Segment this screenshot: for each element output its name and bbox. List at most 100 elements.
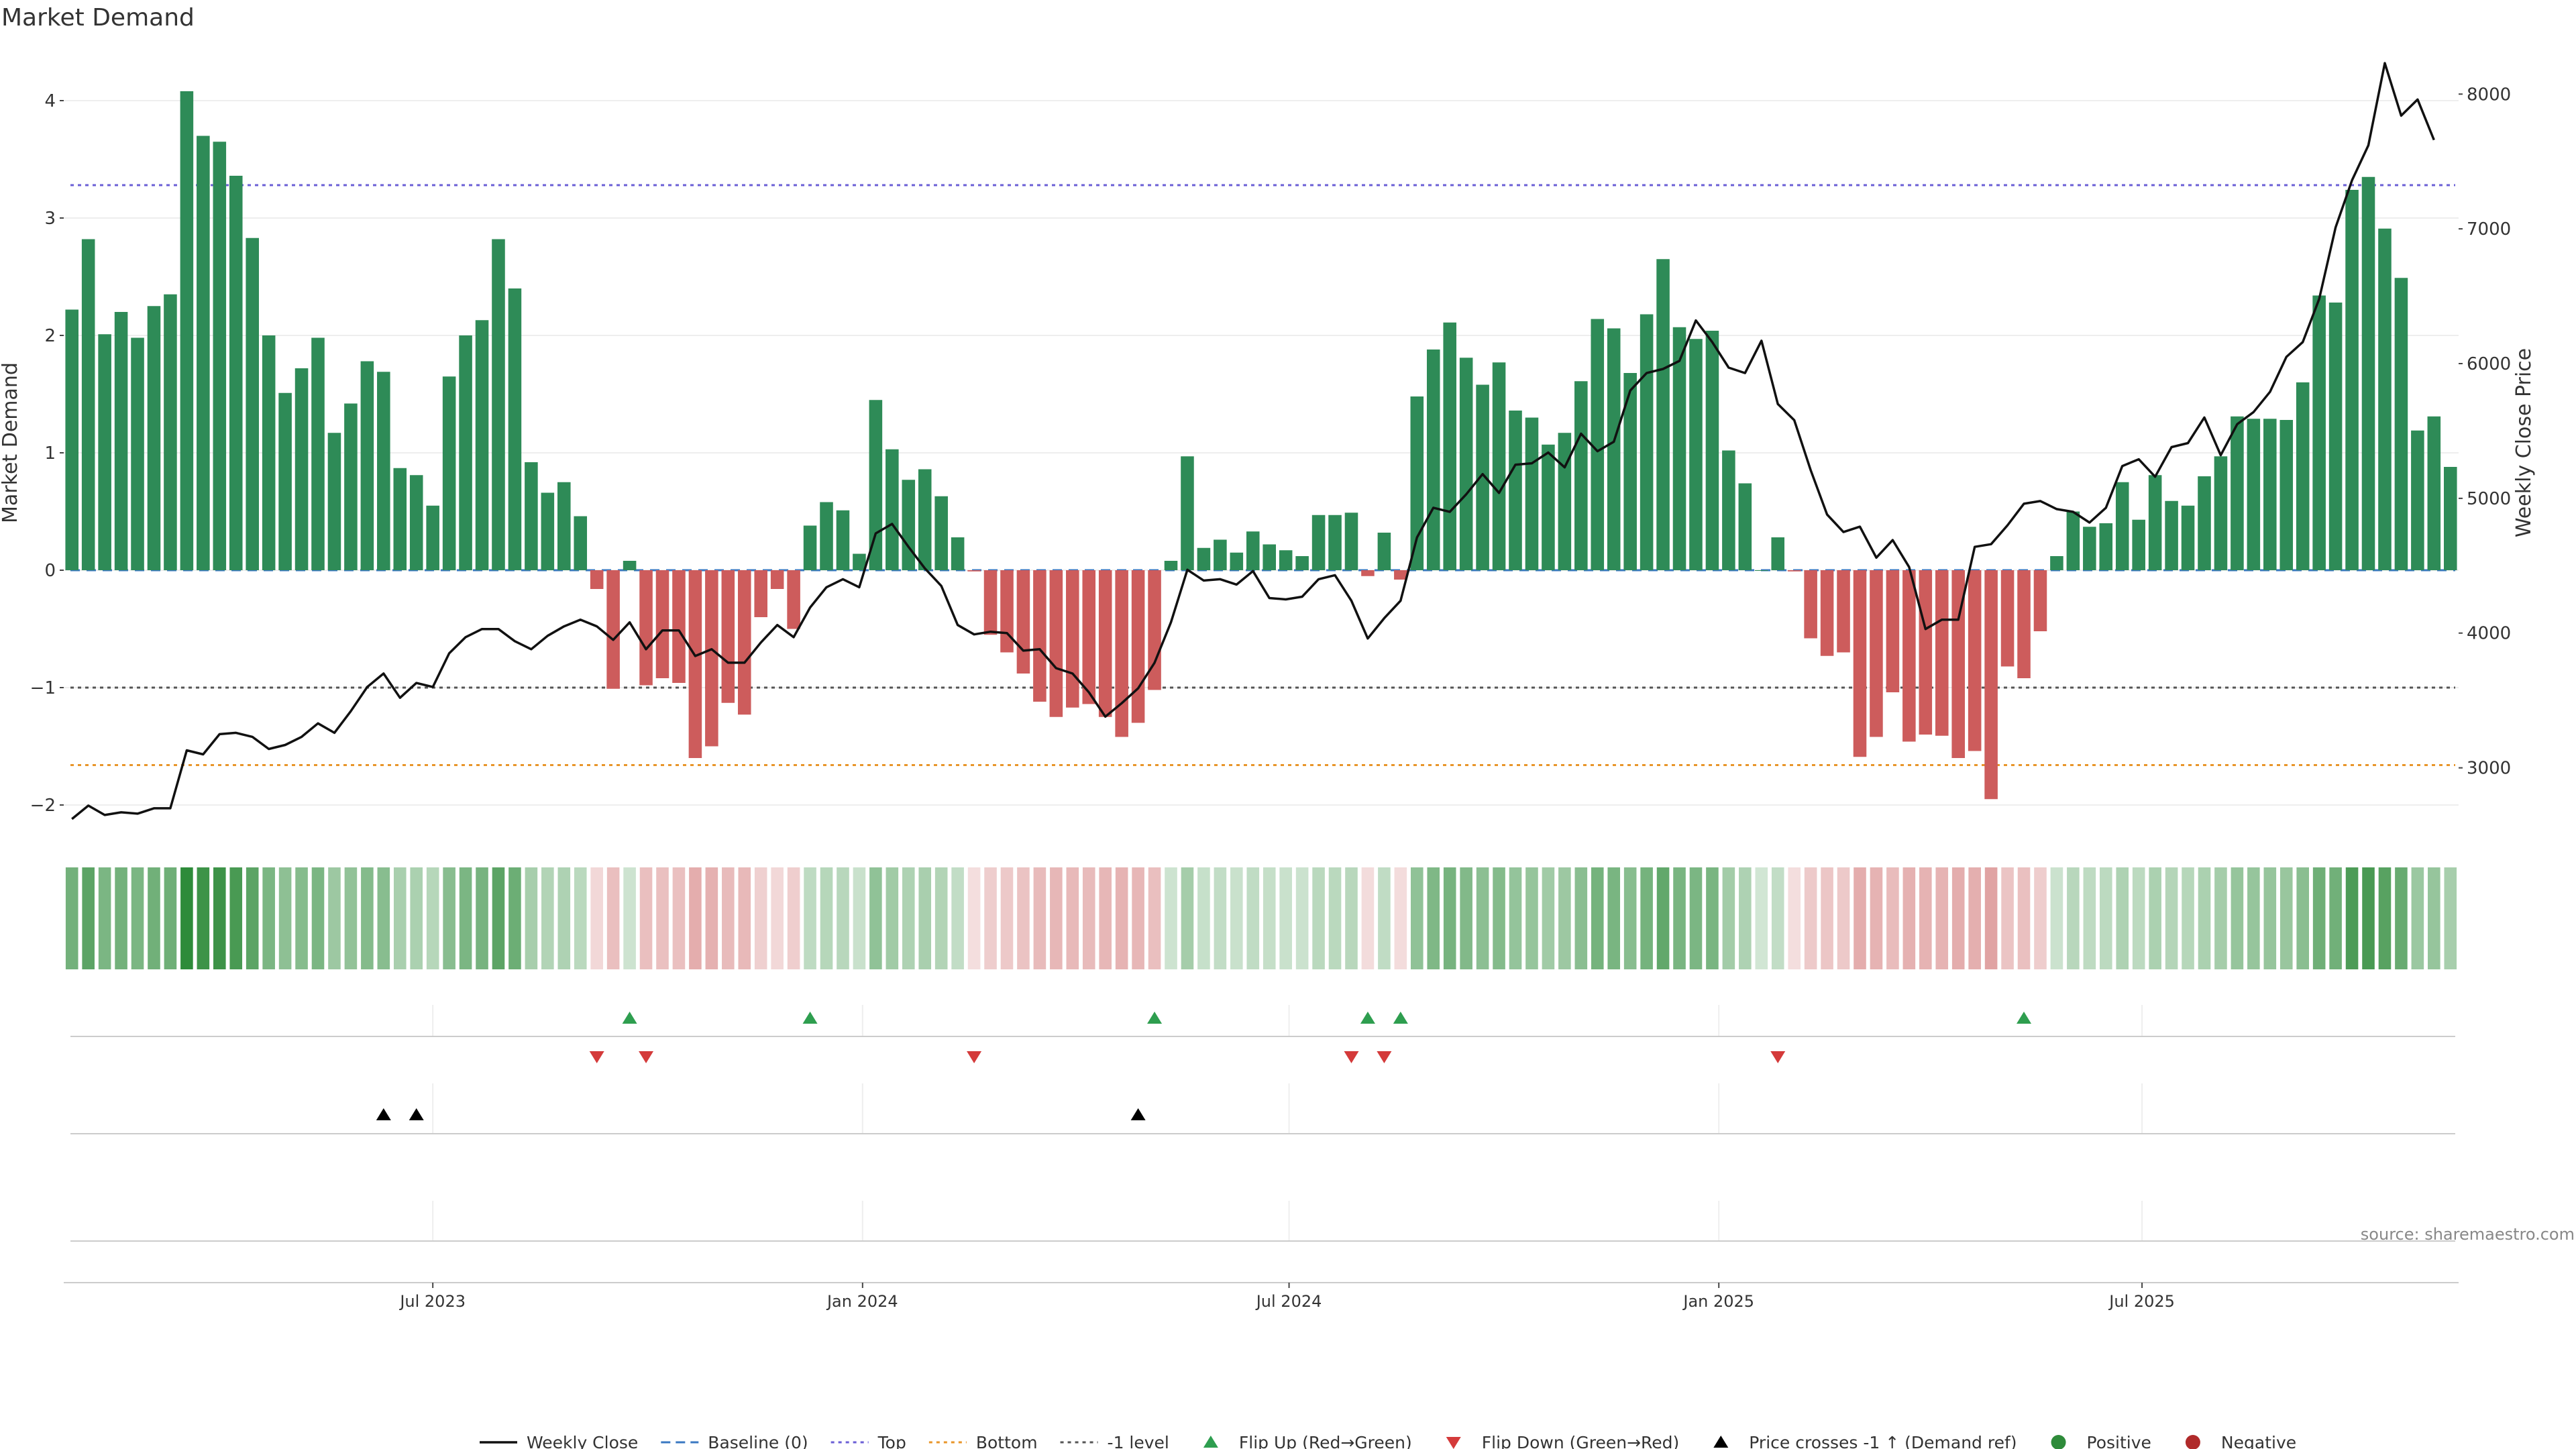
demand-bar <box>278 392 292 570</box>
x-tick-label: Jan 2025 <box>1682 1292 1754 1311</box>
heat-strip-cell <box>1312 867 1325 969</box>
legend-label: -1 level <box>1108 1433 1169 1449</box>
demand-bar <box>1295 556 1309 570</box>
heat-strip-cell <box>2279 867 2293 969</box>
heat-strip-cell <box>1673 867 1686 969</box>
right-y-axis: 3000 4000 5000 6000 7000 8000 <box>2459 85 2511 779</box>
legend-item: Price crosses -1 ↑ (Demand ref) <box>1713 1433 2017 1449</box>
legend-swatch <box>1446 1437 1461 1449</box>
heat-strip-cell <box>1623 867 1637 969</box>
heat-strip-cell <box>820 867 833 969</box>
demand-bar <box>1951 570 1965 758</box>
heat-strip-cell <box>689 867 702 969</box>
heat-strip-cell <box>1542 867 1555 969</box>
heat-strip-cell <box>1443 867 1456 969</box>
demand-bar <box>1197 547 1211 570</box>
heat-strip-cell <box>2067 867 2080 969</box>
demand-bar <box>541 492 555 570</box>
heat-strip-cell <box>837 867 849 969</box>
demand-bar <box>2378 228 2392 570</box>
y2-axis-label: Weekly Close Price <box>2512 348 2536 537</box>
heat-strip-cell <box>1935 867 1949 969</box>
demand-bar <box>1804 570 1817 639</box>
demand-bar <box>1394 570 1407 580</box>
heat-strip-cell <box>918 867 932 969</box>
demand-bar <box>311 337 325 570</box>
x-tick-label: Jul 2023 <box>398 1292 466 1311</box>
heat-strip-cell <box>213 867 226 969</box>
heat-strip-cell <box>656 867 669 969</box>
demand-bar <box>688 570 702 758</box>
demand-bar <box>147 306 161 570</box>
y-tick-label: 1 <box>44 443 56 464</box>
demand-bar <box>262 335 276 570</box>
demand-bar <box>1459 358 1473 570</box>
legend-item: -1 level <box>1060 1433 1169 1449</box>
demand-bar <box>1443 322 1456 570</box>
demand-bar <box>1820 570 1834 656</box>
demand-bar <box>229 176 243 570</box>
heat-strip-cell <box>229 867 243 969</box>
demand-bar <box>426 505 439 570</box>
demand-bar <box>623 561 637 570</box>
demand-bar <box>754 570 767 617</box>
demand-bar <box>1492 362 1506 570</box>
heat-strip-cell <box>1033 867 1046 969</box>
heat-strip-cell <box>131 867 144 969</box>
heat-strip-cell <box>672 867 686 969</box>
heat-strip-cell <box>623 867 636 969</box>
demand-bar <box>1098 570 1112 717</box>
demand-bar <box>2361 176 2375 570</box>
demand-bar <box>787 570 800 629</box>
y-tick-label: 2 <box>44 326 56 346</box>
y-tick-label: 4 <box>44 91 56 111</box>
legend-item: Weekly Close <box>480 1433 638 1449</box>
demand-bar <box>803 525 817 570</box>
demand-bar <box>1311 515 1326 570</box>
legend-item: Positive <box>2051 1433 2151 1449</box>
demand-bar <box>246 237 259 570</box>
demand-bar <box>131 337 144 570</box>
legend-swatch <box>2185 1435 2200 1449</box>
gridlines <box>64 100 2459 806</box>
demand-bar <box>836 510 850 570</box>
legend-label: Top <box>877 1433 906 1449</box>
heat-strip-cell <box>967 867 981 969</box>
heat-strip-cell <box>1246 867 1260 969</box>
heat-strip-cell <box>328 867 341 969</box>
demand-bar <box>606 570 620 689</box>
heat-strip-cell <box>1558 867 1571 969</box>
heat-strip-cell <box>1132 867 1144 969</box>
legend-label: Price crosses -1 ↑ (Demand ref) <box>1749 1433 2017 1449</box>
flip-down-marker <box>1770 1051 1786 1063</box>
legend-item: Bottom <box>928 1433 1038 1449</box>
heat-strip-cell <box>2034 867 2047 969</box>
heat-strip-cell <box>459 867 472 969</box>
demand-bar <box>820 502 833 570</box>
demand-bar <box>1591 319 1605 570</box>
demand-bar <box>1919 570 1933 735</box>
y2-tick-label: 7000 <box>2467 219 2511 239</box>
demand-bar <box>2214 456 2228 570</box>
heat-strip-cell <box>1230 867 1243 969</box>
demand-bar <box>1263 544 1277 570</box>
demand-bar <box>2263 419 2277 570</box>
y2-tick-label: 3000 <box>2467 759 2511 779</box>
demand-bar <box>344 403 358 570</box>
demand-bars <box>65 91 2457 800</box>
legend-item: Flip Up (Red→Green) <box>1203 1433 1412 1449</box>
heat-strip-cell <box>1017 867 1030 969</box>
heat-strip-cell <box>1574 867 1588 969</box>
demand-bar <box>197 136 210 570</box>
legend-swatch <box>1713 1436 1729 1448</box>
y-tick-label: 0 <box>44 561 56 581</box>
demand-bar <box>1558 433 1572 570</box>
demand-bar <box>2394 278 2408 570</box>
heat-strip-cell <box>1427 867 1440 969</box>
demand-bar <box>1246 531 1260 570</box>
demand-bar <box>1870 570 1883 737</box>
demand-bar <box>918 469 932 570</box>
demand-bar <box>1771 537 1785 570</box>
heat-strip-cell <box>2345 867 2359 969</box>
